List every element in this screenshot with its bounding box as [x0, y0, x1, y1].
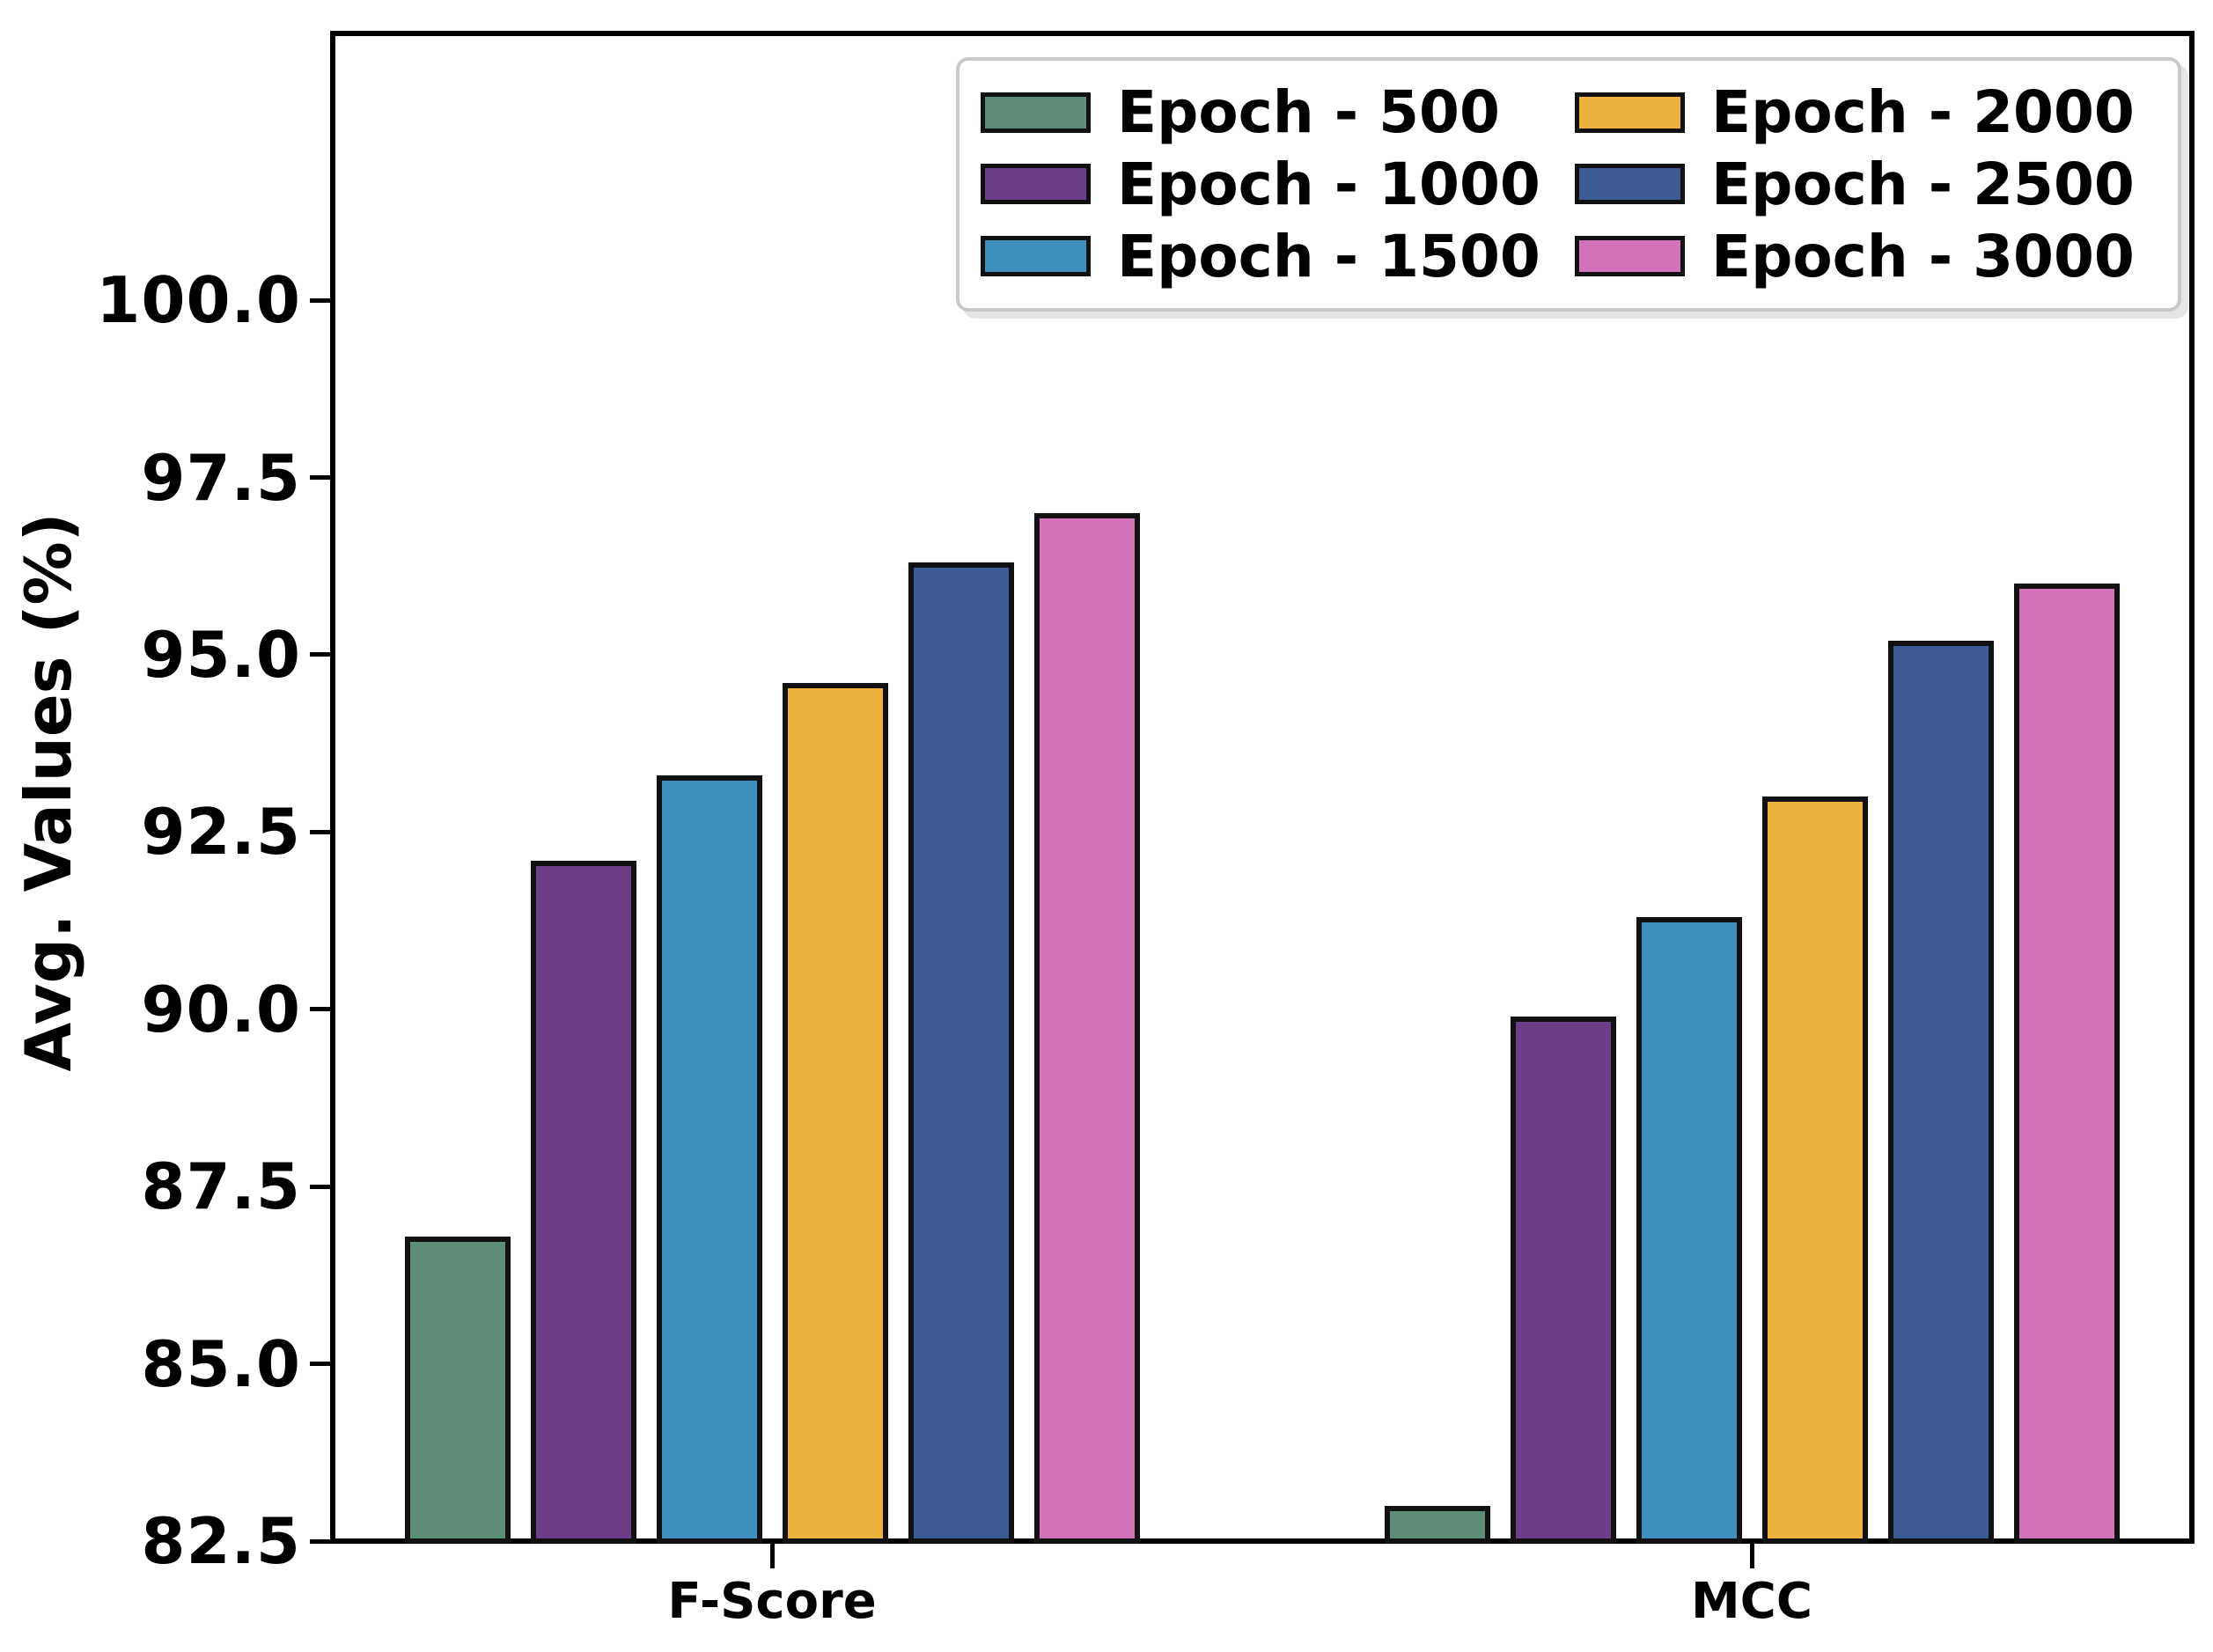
- bar-mcc-epoch-2000: [1761, 797, 1868, 1544]
- legend-label-epoch-2000: Epoch - 2000: [1711, 78, 2135, 147]
- legend-swatch-icon-epoch-1000: [981, 164, 1091, 205]
- legend-label-epoch-1000: Epoch - 1000: [1117, 150, 1540, 218]
- bar-mcc-epoch-500: [1384, 1505, 1490, 1544]
- legend-swatch-icon-epoch-2500: [1575, 164, 1685, 205]
- legend-swatch-icon-epoch-2000: [1575, 92, 1685, 133]
- legend-item-epoch-1000: Epoch - 1000: [981, 151, 1575, 218]
- y-tick-label-97.5: 97.5: [141, 440, 301, 515]
- legend-item-epoch-2000: Epoch - 2000: [1575, 78, 2169, 146]
- x-axis-top-spine: [330, 31, 2195, 36]
- bar-f-score-epoch-1500: [656, 775, 762, 1544]
- y-tick-mark-87.5: [310, 1184, 333, 1189]
- y-tick-label-100.0: 100.0: [96, 263, 301, 338]
- x-tick-mark-f-score: [769, 1544, 775, 1568]
- bar-mcc-epoch-3000: [2013, 584, 2120, 1544]
- y-axis-left-spine: [330, 31, 335, 1544]
- y-tick-label-87.5: 87.5: [141, 1149, 301, 1224]
- bar-mcc-epoch-1500: [1636, 917, 1742, 1544]
- y-tick-label-82.5: 82.5: [141, 1504, 301, 1578]
- bar-f-score-epoch-2500: [908, 562, 1014, 1544]
- bar-f-score-epoch-2000: [782, 683, 888, 1544]
- legend-swatch-icon-epoch-500: [981, 92, 1091, 133]
- y-tick-mark-97.5: [310, 475, 333, 481]
- x-axis-bottom-spine: [330, 1538, 2195, 1544]
- y-tick-label-95.0: 95.0: [141, 617, 301, 692]
- legend-label-epoch-1500: Epoch - 1500: [1117, 222, 1540, 290]
- legend-swatch-icon-epoch-3000: [1575, 236, 1685, 277]
- bar-f-score-epoch-3000: [1033, 512, 1140, 1544]
- bar-mcc-epoch-2500: [1887, 640, 1994, 1544]
- y-tick-mark-85.0: [310, 1362, 333, 1367]
- legend-item-epoch-1500: Epoch - 1500: [981, 223, 1575, 290]
- legend-item-epoch-3000: Epoch - 3000: [1575, 223, 2169, 290]
- y-tick-label-85.0: 85.0: [141, 1326, 301, 1401]
- legend: Epoch - 500 Epoch - 1000 Epoch - 1500 Epoch…: [956, 57, 2181, 312]
- y-tick-mark-82.5: [310, 1538, 333, 1544]
- x-tick-label-f-score: F-Score: [667, 1573, 877, 1630]
- y-tick-label-90.0: 90.0: [141, 972, 301, 1046]
- y-tick-mark-90.0: [310, 1007, 333, 1012]
- legend-label-epoch-2500: Epoch - 2500: [1711, 150, 2135, 218]
- x-tick-mark-mcc: [1749, 1544, 1754, 1568]
- y-axis-right-spine: [2189, 31, 2195, 1544]
- y-tick-label-92.5: 92.5: [141, 795, 301, 870]
- y-tick-mark-95.0: [310, 652, 333, 657]
- bar-f-score-epoch-1000: [530, 860, 636, 1544]
- legend-label-epoch-500: Epoch - 500: [1117, 78, 1500, 147]
- x-tick-label-mcc: MCC: [1691, 1573, 1812, 1630]
- legend-label-epoch-3000: Epoch - 3000: [1711, 222, 2135, 290]
- legend-item-epoch-2500: Epoch - 2500: [1575, 151, 2169, 218]
- bar-f-score-epoch-500: [404, 1236, 511, 1544]
- y-tick-mark-100.0: [310, 297, 333, 303]
- bar-mcc-epoch-1000: [1510, 1016, 1616, 1544]
- y-tick-mark-92.5: [310, 829, 333, 834]
- legend-item-epoch-500: Epoch - 500: [981, 78, 1575, 146]
- legend-swatch-icon-epoch-1500: [981, 236, 1091, 277]
